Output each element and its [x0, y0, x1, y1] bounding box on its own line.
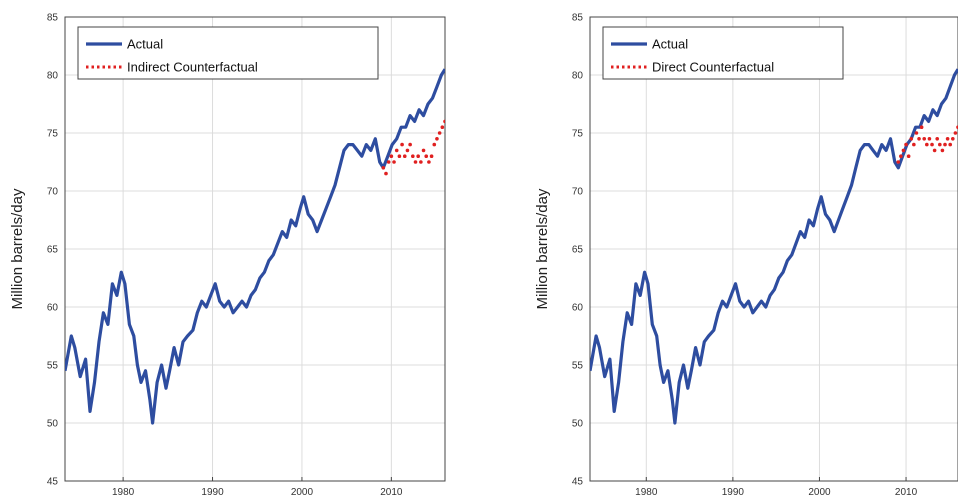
series-point-counterfactual	[397, 154, 402, 158]
series-point-counterfactual	[424, 154, 429, 158]
y-tick-label: 70	[47, 187, 59, 198]
series-point-counterfactual	[932, 148, 937, 153]
series-point-counterfactual	[935, 137, 940, 141]
series-point-counterfactual	[392, 160, 396, 164]
plot-frame	[589, 16, 958, 482]
series-point-counterfactual	[930, 142, 934, 147]
series-point-counterfactual	[419, 160, 423, 164]
legend-box	[602, 26, 844, 80]
series-point-counterfactual	[914, 131, 919, 135]
series-point-counterfactual	[432, 142, 437, 147]
chart-panel-left: 45 50 55 60 65 70 75 80 85 1980 1990 2000 2010 Millio…	[9, 13, 446, 498]
plot-frame	[64, 16, 446, 482]
series-point-counterfactual	[435, 137, 439, 141]
x-tick-label: 1990	[201, 487, 224, 498]
series-point-counterfactual	[925, 142, 929, 147]
series-point-counterfactual	[443, 119, 445, 124]
y-axis-label: Million barrels/day	[9, 188, 26, 309]
legend-label: Direct Counterfactual	[652, 60, 774, 75]
plot-area	[590, 68, 958, 425]
y-tick-label: 65	[572, 245, 584, 256]
series-point-counterfactual	[405, 148, 410, 153]
x-tick-label: 2000	[291, 487, 314, 498]
y-tick-label: 85	[572, 13, 584, 24]
series-point-counterfactual	[384, 171, 388, 176]
plot-area	[65, 68, 445, 425]
series-point-counterfactual	[922, 137, 927, 141]
series-point-counterfactual	[381, 166, 386, 170]
series-point-counterfactual	[416, 154, 420, 158]
x-tick-label: 1980	[635, 487, 658, 498]
series-point-counterfactual	[427, 160, 431, 164]
legend-box	[77, 26, 379, 80]
series-point-counterfactual	[400, 142, 404, 147]
y-tick-label: 60	[47, 303, 59, 314]
series-point-counterfactual	[896, 160, 901, 164]
x-tick-label: 1990	[722, 487, 745, 498]
y-tick-label: 75	[47, 129, 59, 140]
series-point-counterfactual	[945, 137, 950, 141]
series-point-counterfactual	[951, 137, 955, 141]
series-point-counterfactual	[919, 125, 924, 129]
legend-label: Actual	[127, 37, 163, 52]
y-tick-label: 60	[572, 303, 584, 314]
series-point-counterfactual	[421, 148, 426, 153]
series-line-actual	[65, 68, 445, 425]
series-point-counterfactual	[938, 142, 942, 147]
series-point-counterfactual	[389, 154, 394, 158]
series-point-counterfactual	[413, 160, 418, 164]
series-point-counterfactual	[909, 137, 914, 141]
x-tick-label: 1980	[112, 487, 135, 498]
series-point-counterfactual	[402, 154, 407, 158]
series-point-counterfactual	[429, 154, 434, 158]
y-tick-label: 55	[47, 361, 59, 372]
series-line-actual	[590, 68, 958, 425]
series-point-counterfactual	[912, 142, 916, 147]
series-point-counterfactual	[927, 137, 932, 141]
y-tick-label: 45	[572, 477, 584, 488]
series-point-counterfactual	[904, 142, 908, 147]
series-point-counterfactual	[943, 142, 947, 147]
series-point-counterfactual	[408, 142, 412, 147]
series-point-counterfactual	[411, 154, 415, 158]
y-tick-label: 75	[572, 129, 584, 140]
y-tick-label: 45	[47, 477, 59, 488]
chart-panel-right: 45 50 55 60 65 70 75 80 85 1980 1990 2000 2010 Millio…	[534, 13, 958, 498]
y-tick-label: 80	[47, 71, 59, 82]
y-tick-label: 70	[572, 187, 584, 198]
y-tick-label: 85	[47, 13, 59, 24]
x-tick-label: 2010	[380, 487, 403, 498]
y-tick-label: 50	[572, 419, 584, 430]
series-point-counterfactual	[906, 154, 911, 158]
y-tick-label: 50	[47, 419, 59, 430]
series-point-counterfactual	[940, 148, 945, 153]
y-tick-label: 65	[47, 245, 59, 256]
series-point-counterfactual	[386, 160, 391, 164]
legend-label: Actual	[652, 37, 688, 52]
y-axis-label: Million barrels/day	[534, 188, 551, 309]
x-tick-label: 2000	[808, 487, 831, 498]
legend-label: Indirect Counterfactual	[127, 60, 258, 75]
series-point-counterfactual	[948, 142, 953, 147]
x-tick-label: 2010	[895, 487, 918, 498]
y-tick-label: 80	[572, 71, 584, 82]
series-point-counterfactual	[394, 148, 399, 153]
series-point-counterfactual	[899, 154, 903, 158]
series-point-counterfactual	[440, 125, 445, 129]
series-point-counterfactual	[953, 131, 958, 135]
y-tick-label: 55	[572, 361, 584, 372]
series-point-counterfactual	[901, 148, 906, 153]
series-point-counterfactual	[437, 131, 442, 135]
series-point-counterfactual	[917, 137, 921, 141]
